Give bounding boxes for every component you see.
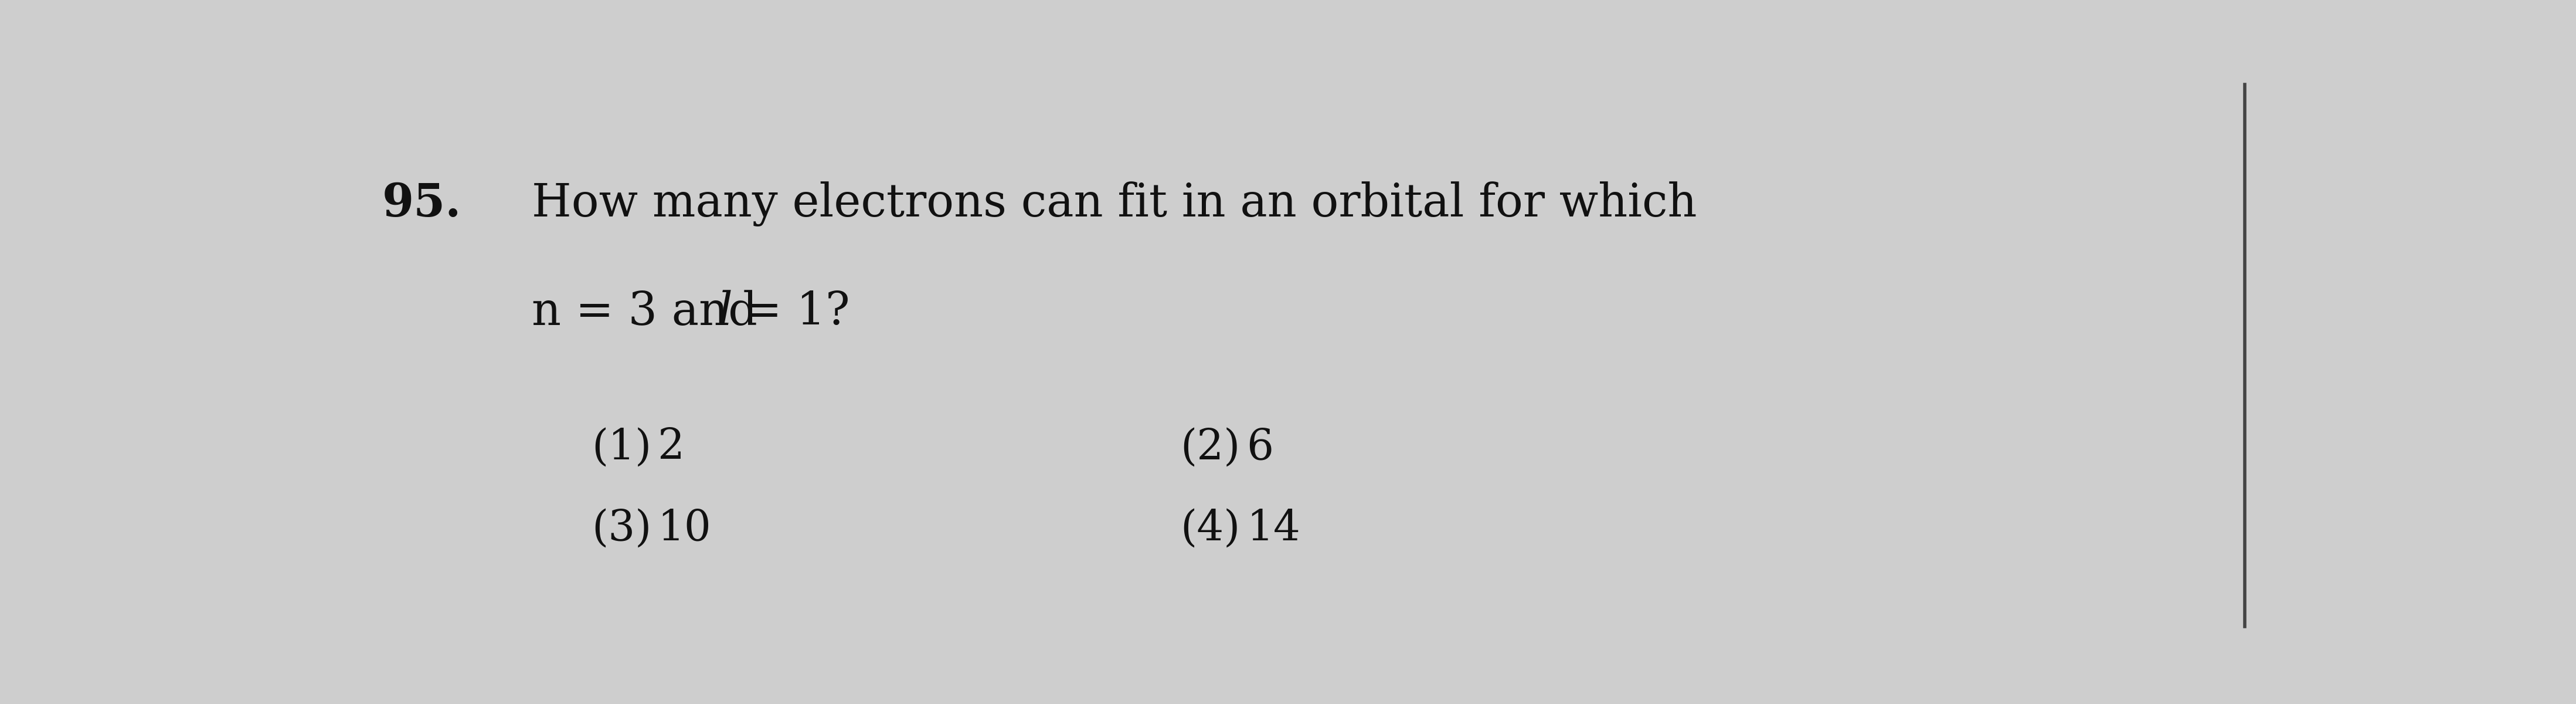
Text: 6: 6 bbox=[1247, 427, 1273, 468]
Text: = 1?: = 1? bbox=[729, 290, 850, 334]
Text: (3): (3) bbox=[592, 508, 652, 550]
Text: n = 3 and: n = 3 and bbox=[531, 290, 773, 334]
Text: 14: 14 bbox=[1247, 508, 1301, 550]
Text: 95.: 95. bbox=[381, 182, 461, 226]
Text: How many electrons can fit in an orbital for which: How many electrons can fit in an orbital… bbox=[531, 181, 1698, 226]
Text: 2: 2 bbox=[657, 427, 685, 468]
Text: (2): (2) bbox=[1180, 427, 1242, 468]
Text: (4): (4) bbox=[1180, 508, 1242, 550]
Text: (1): (1) bbox=[592, 427, 652, 468]
Text: 10: 10 bbox=[657, 508, 711, 550]
Text: l: l bbox=[719, 290, 732, 334]
